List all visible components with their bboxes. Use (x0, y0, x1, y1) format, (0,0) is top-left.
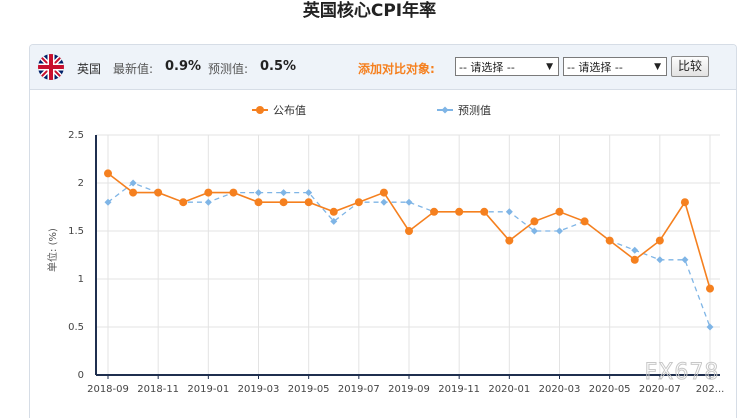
x-tick-label: 202... (696, 384, 725, 395)
chevron-down-icon: ▼ (654, 62, 661, 72)
actual-data-point (706, 284, 714, 293)
actual-data-point (505, 236, 514, 245)
legend-forecast-label: 预测值 (458, 104, 491, 117)
forecast-data-point (380, 198, 388, 206)
latest-value: 0.9% (165, 59, 202, 74)
compare-select-1[interactable]: -- 请选择 -- ▼ (455, 57, 559, 76)
forecast-data-point (104, 198, 112, 206)
forecast-data-point (530, 227, 538, 235)
actual-data-point (480, 207, 489, 216)
actual-data-point (354, 198, 363, 207)
actual-data-point (254, 198, 263, 207)
actual-data-point (154, 188, 163, 197)
uk-flag-icon (38, 54, 64, 80)
y-tick-label: 2.5 (68, 130, 84, 141)
forecast-value-label: 预测值: (208, 62, 249, 76)
forecast-data-point (305, 189, 313, 197)
x-tick-label: 2019-09 (388, 384, 430, 395)
forecast-data-point (505, 208, 513, 216)
forecast-data-point (405, 198, 413, 206)
compare-select-2-value: -- 请选择 -- (567, 61, 623, 74)
line-chart: 0 0.5 1 1.5 2 2.5 2018-09 2018-11 2019-01 2019-03… (46, 104, 725, 395)
actual-data-point (605, 236, 614, 245)
forecast-data-point (255, 189, 262, 197)
actual-data-point (229, 188, 238, 197)
x-tick-label: 2018-09 (87, 384, 129, 395)
forecast-data-point (681, 256, 689, 264)
actual-data-point (405, 227, 413, 235)
legend-forecast-marker (441, 106, 449, 114)
actual-data-point (655, 236, 664, 245)
latest-value-label: 最新值: (113, 62, 154, 76)
forecast-data-point (330, 217, 338, 225)
forecast-data-point (204, 198, 212, 206)
actual-data-point (304, 198, 313, 207)
chevron-down-icon: ▼ (546, 62, 553, 72)
chart-panel: 英国 最新值: 0.9% 预测值: 0.5% 添加对比对象: -- 请选择 --… (29, 44, 737, 418)
x-tick-label: 2019-11 (438, 384, 480, 395)
y-tick-label: 2 (78, 178, 84, 189)
forecast-data-point (706, 323, 714, 331)
page-title: 英国核心CPI年率 (302, 1, 437, 21)
actual-data-point (630, 255, 639, 264)
forecast-data-point (631, 246, 639, 254)
x-tick-label: 2020-05 (589, 384, 631, 395)
forecast-data-point (280, 189, 288, 197)
y-tick-label: 0.5 (68, 322, 84, 333)
x-tick-label: 2018-11 (137, 384, 179, 395)
add-compare-label: 添加对比对象: (358, 62, 435, 76)
forecast-data-point (556, 227, 563, 235)
y-tick-label: 1.5 (68, 226, 84, 237)
x-tick-label: 2019-05 (288, 384, 330, 395)
actual-data-point (104, 169, 112, 178)
actual-data-point (129, 188, 138, 197)
actual-data-point (455, 207, 464, 216)
y-tick-label: 1 (78, 274, 84, 285)
country-name: 英国 (77, 62, 102, 76)
actual-data-point (179, 198, 188, 207)
compare-select-2[interactable]: -- 请选择 -- ▼ (563, 57, 667, 76)
y-axis-label: 单位: (%) (46, 228, 59, 272)
x-tick-label: 2019-01 (187, 384, 229, 395)
x-tick-label: 2020-01 (488, 384, 530, 395)
toolbar: 英国 最新值: 0.9% 预测值: 0.5% 添加对比对象: -- 请选择 --… (30, 45, 736, 90)
actual-data-point (580, 217, 589, 226)
compare-button[interactable]: 比较 (671, 56, 709, 77)
legend-actual-label: 公布值 (273, 104, 306, 117)
actual-data-point (555, 207, 564, 216)
y-tick-label: 0 (78, 370, 84, 381)
actual-data-point (530, 217, 539, 226)
compare-select-1-value: -- 请选择 -- (459, 61, 515, 74)
x-tick-label: 2019-07 (338, 384, 380, 395)
actual-data-point (329, 207, 338, 216)
x-tick-label: 2020-07 (639, 384, 681, 395)
x-tick-label: 2019-03 (238, 384, 280, 395)
actual-data-point (680, 198, 689, 207)
actual-data-point (279, 198, 288, 207)
legend-actual-marker (256, 106, 264, 114)
actual-data-point (430, 207, 439, 216)
x-tick-label: 2020-03 (539, 384, 581, 395)
watermark-logo: FX678 (645, 360, 720, 385)
forecast-value: 0.5% (260, 59, 297, 74)
forecast-data-point (129, 179, 137, 187)
actual-data-point (379, 188, 388, 197)
forecast-data-point (656, 256, 664, 264)
actual-data-point (204, 188, 213, 197)
